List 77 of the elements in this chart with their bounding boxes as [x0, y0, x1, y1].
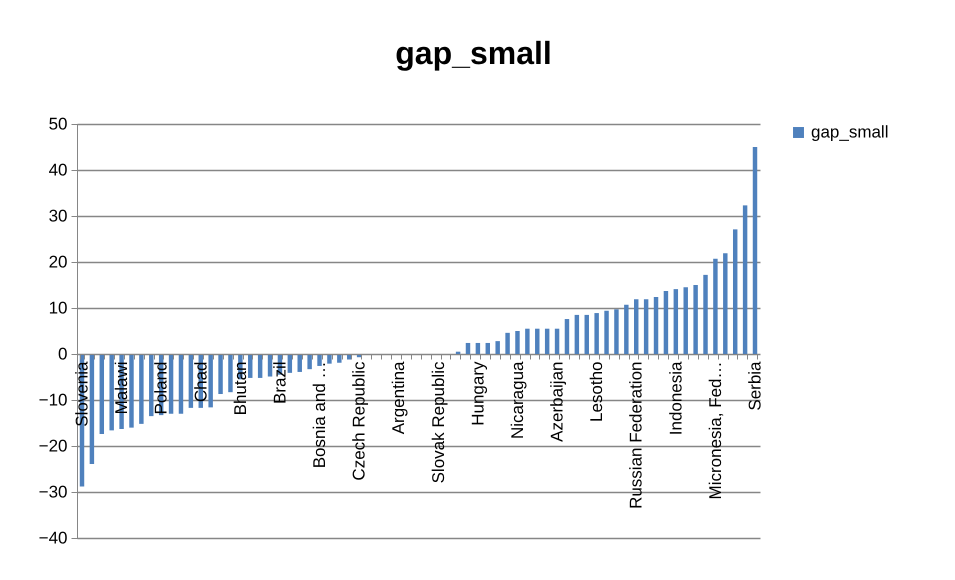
x-tick-label: Slovenia [72, 360, 92, 427]
bar [693, 285, 698, 354]
bar [584, 314, 589, 354]
x-tick-label: Chad [191, 362, 210, 402]
bar [149, 354, 154, 416]
x-tick-label: Malawi [112, 362, 132, 414]
bar [564, 319, 570, 354]
bar [317, 354, 322, 366]
bar [248, 354, 252, 378]
y-tick-label: 10 [48, 298, 68, 318]
bar [594, 313, 599, 354]
y-tick-label: 50 [48, 114, 68, 134]
legend-label: gap_small [811, 122, 888, 142]
y-tick-label: 20 [48, 252, 68, 272]
bar [228, 354, 233, 392]
bar [654, 296, 658, 354]
bar [505, 332, 510, 354]
bar [664, 290, 668, 354]
bar [604, 310, 609, 354]
x-tick-label: Lesotho [587, 362, 606, 422]
bar [476, 342, 480, 354]
chart-title: gap_small [395, 35, 552, 71]
bar [90, 354, 94, 464]
x-tick-label: Azerbaijan [548, 362, 567, 442]
x-tick-label: Poland [152, 362, 171, 414]
bar [644, 299, 648, 354]
bar [742, 205, 748, 354]
bar [732, 229, 738, 354]
y-tick-label: −30 [38, 482, 68, 502]
bar [703, 274, 708, 354]
bar [268, 354, 272, 377]
bar [258, 354, 262, 378]
bar [752, 147, 758, 354]
y-tick-label: −20 [38, 436, 68, 456]
x-tick-label: Argentina [389, 360, 408, 434]
y-tick-label: 0 [58, 344, 68, 364]
x-tick-label: Hungary [468, 361, 488, 426]
x-tick-label: Russian Federation [626, 362, 646, 509]
x-tick-label: Bosnia and … [310, 362, 330, 468]
bar [208, 354, 213, 408]
bar [178, 354, 184, 414]
bar [100, 354, 104, 434]
bar [634, 299, 638, 354]
x-tick-label: Czech Republic [350, 361, 369, 481]
bar [298, 354, 302, 372]
bar [218, 354, 223, 394]
y-tick-label: 40 [48, 160, 68, 180]
bar [515, 331, 520, 354]
x-tick-label: Slovak Republic [428, 361, 448, 484]
y-tick-label: 30 [48, 206, 68, 226]
bar [713, 258, 718, 354]
x-tick-label: Bhutan [230, 362, 250, 416]
bar [574, 314, 580, 354]
bar [307, 354, 312, 370]
x-tick-label: Brazil [270, 362, 290, 404]
bar [614, 309, 619, 354]
bar [288, 354, 292, 373]
bar [674, 289, 678, 354]
x-tick-label: Indonesia [666, 360, 686, 436]
bar [109, 354, 114, 430]
bar [525, 328, 530, 354]
bar [139, 354, 144, 424]
x-tick-label: Nicaragua [508, 360, 527, 439]
x-tick-label: Serbia [746, 360, 764, 411]
bar [544, 328, 550, 354]
bar [495, 341, 500, 354]
bar [535, 328, 540, 354]
bar [554, 328, 560, 354]
bar [624, 304, 629, 354]
y-tick-label: −10 [38, 390, 68, 410]
bar [188, 354, 194, 408]
bar [486, 342, 490, 354]
bar [168, 354, 174, 414]
bar [723, 253, 728, 354]
x-tick-label: Micronesia, Fed… [706, 362, 725, 500]
y-tick-label: −40 [38, 528, 68, 548]
bar [683, 287, 688, 354]
